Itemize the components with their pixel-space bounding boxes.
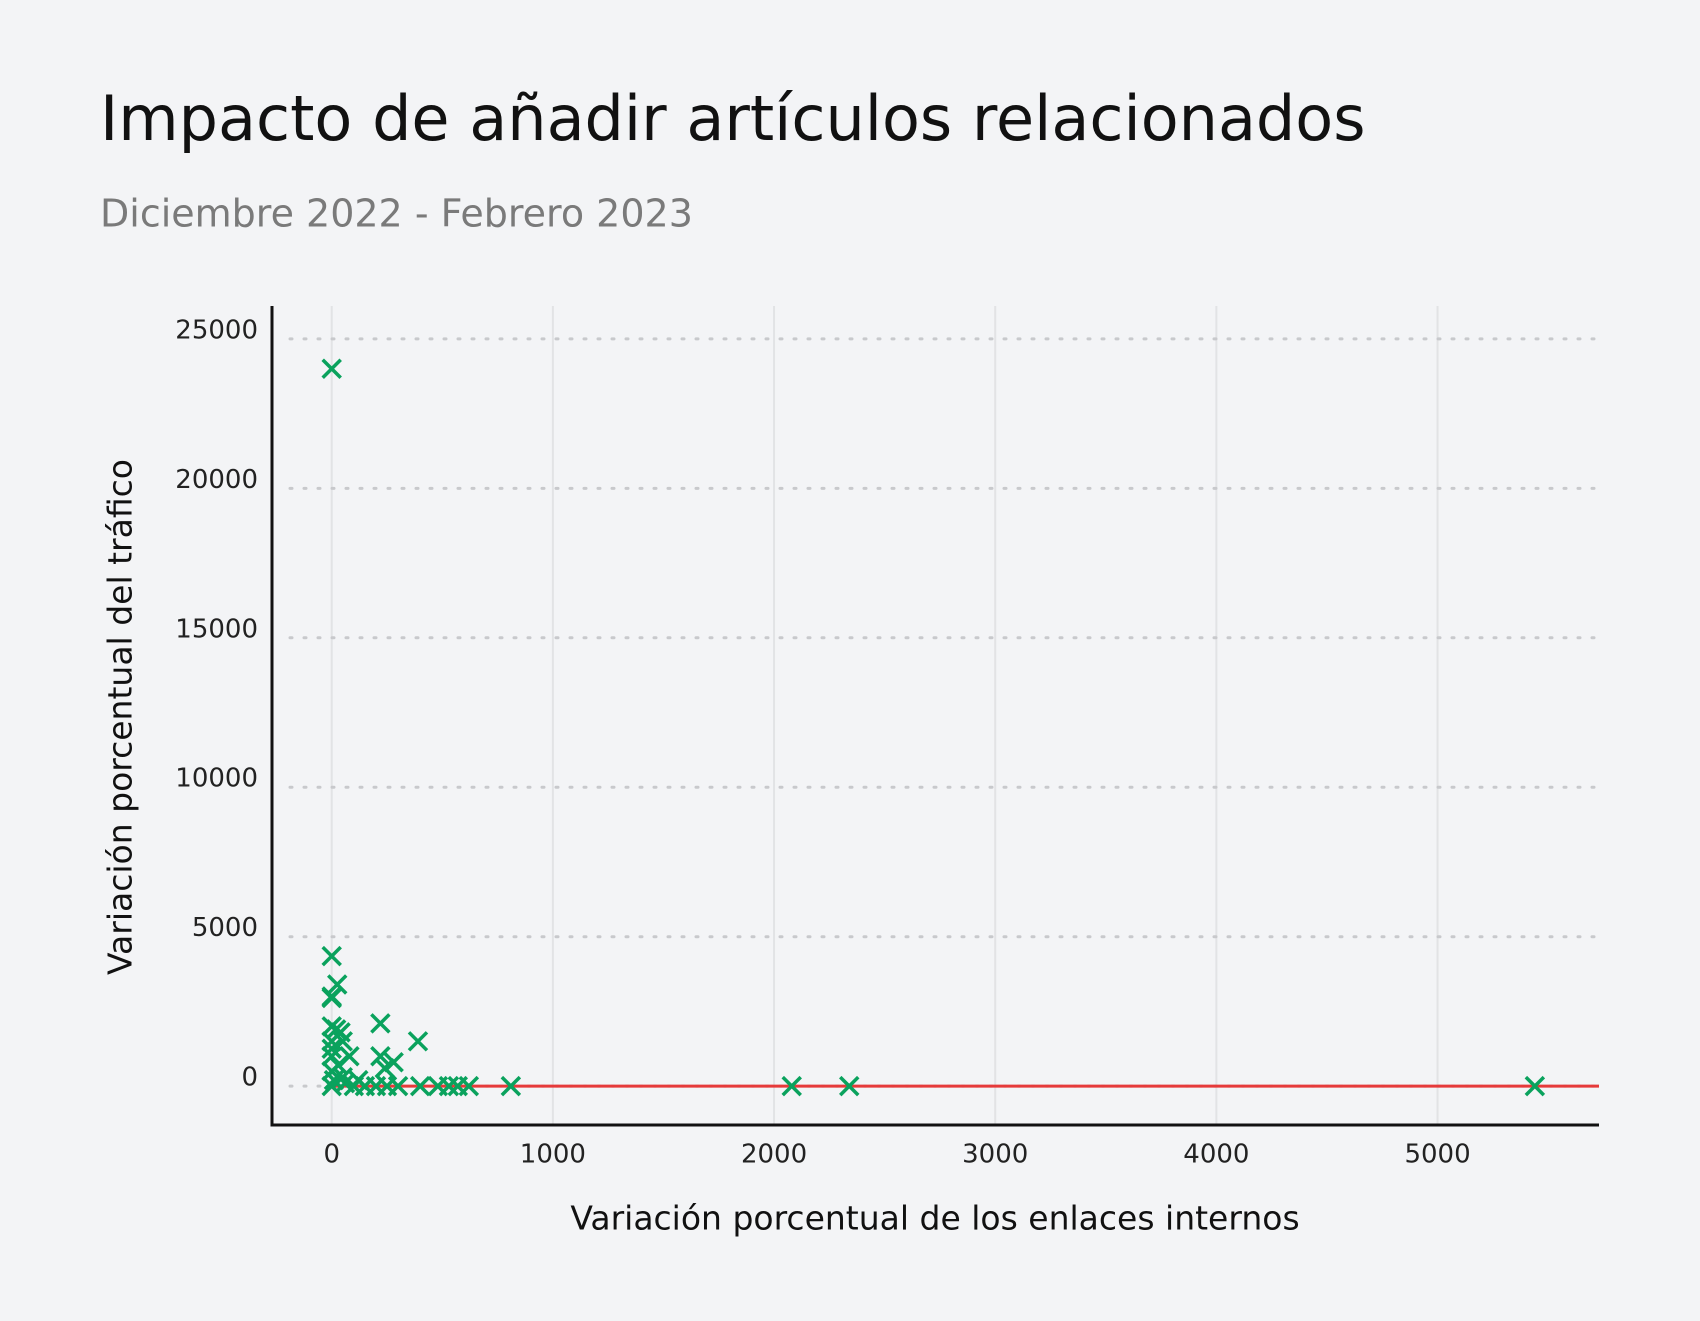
point <box>370 1013 391 1034</box>
point <box>330 1022 351 1043</box>
point <box>387 1075 409 1097</box>
y-tick-label: 15000 <box>175 614 258 644</box>
point <box>500 1075 522 1097</box>
y-tick-label: 5000 <box>192 913 258 943</box>
chart-subtitle: Diciembre 2022 - Febrero 2023 <box>100 192 693 236</box>
y-tick-label: 10000 <box>175 764 258 794</box>
x-tick-label: 5000 <box>1404 1140 1470 1170</box>
point <box>370 1046 391 1067</box>
point <box>327 974 348 995</box>
x-tick-label: 3000 <box>962 1140 1028 1170</box>
y-tick-label: 20000 <box>175 465 258 495</box>
point <box>321 987 342 1009</box>
point <box>374 1057 396 1079</box>
point <box>328 1054 349 1076</box>
x-tick-label: 4000 <box>1183 1140 1249 1170</box>
point <box>321 945 342 967</box>
point <box>321 358 342 380</box>
point <box>321 1038 342 1060</box>
x-axis-label: Variación porcentual de los enlaces inte… <box>570 1199 1299 1238</box>
x-tick-label: 2000 <box>741 1140 807 1170</box>
x-tick-label: 0 <box>323 1140 340 1170</box>
point <box>383 1051 404 1073</box>
point <box>1524 1075 1546 1097</box>
chart-title: Impacto de añadir artículos relacionados <box>100 82 1366 155</box>
point <box>438 1075 460 1097</box>
point <box>458 1075 480 1097</box>
y-tick-label: 25000 <box>175 315 258 345</box>
axes <box>270 306 1599 1127</box>
point <box>781 1075 802 1097</box>
y-tick-label: 0 <box>241 1063 258 1093</box>
point <box>409 1075 431 1097</box>
y-axis-label: Variación porcentual del tráfico <box>101 459 140 975</box>
point <box>839 1075 860 1097</box>
x-tick-label: 1000 <box>520 1140 586 1170</box>
point <box>348 1069 369 1091</box>
point <box>407 1031 429 1052</box>
